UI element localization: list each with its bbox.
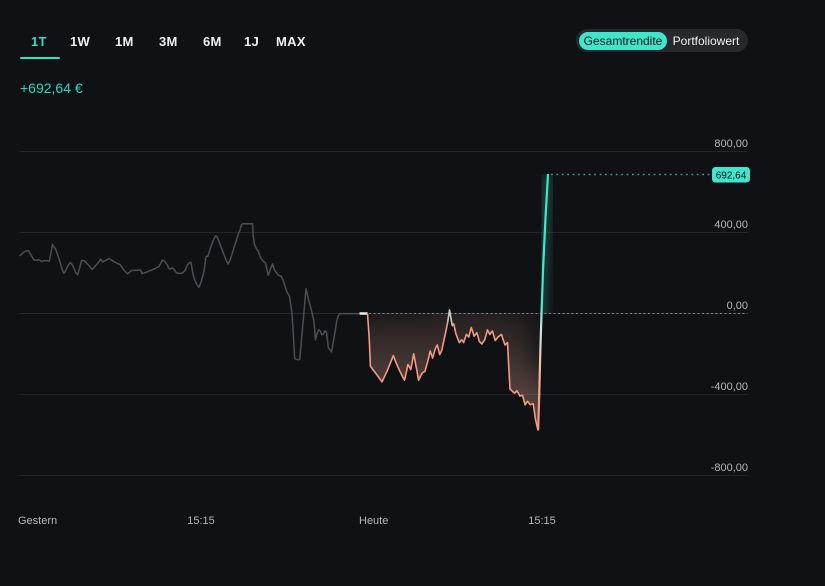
svg-text:0,00: 0,00 [727,300,748,312]
svg-text:-800,00: -800,00 [711,462,748,474]
svg-text:15:15: 15:15 [187,515,215,527]
svg-text:-400,00: -400,00 [711,381,748,393]
svg-text:15:15: 15:15 [528,515,556,527]
svg-text:692,64: 692,64 [716,170,747,181]
svg-text:Gestern: Gestern [18,515,57,527]
svg-text:400,00: 400,00 [714,219,748,231]
svg-text:800,00: 800,00 [714,138,748,150]
svg-text:Heute: Heute [359,515,388,527]
